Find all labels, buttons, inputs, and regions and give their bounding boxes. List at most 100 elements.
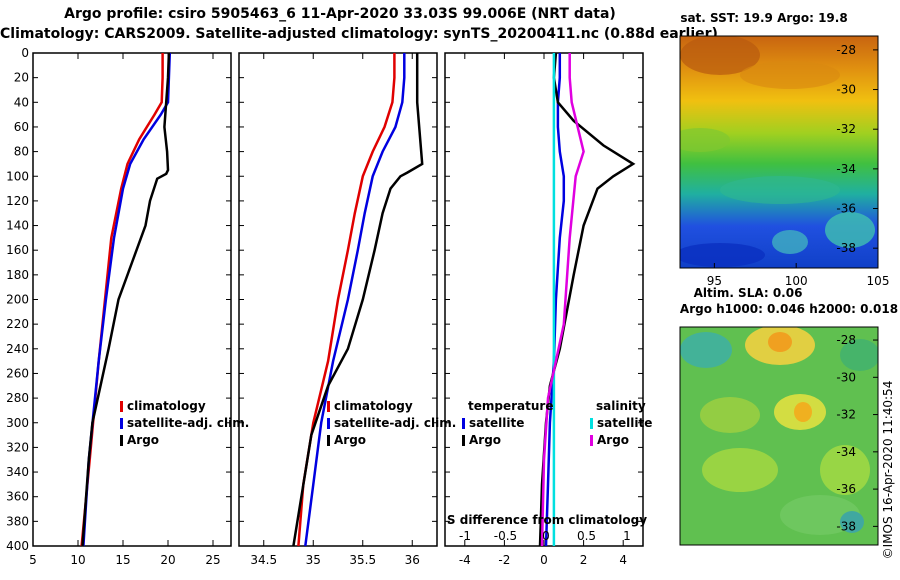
map-y-tick-label: -36 [836, 482, 856, 496]
map-x-tick-label: 105 [867, 274, 890, 288]
y-tick-label: 320 [6, 440, 29, 454]
y-tick-label: 0 [21, 46, 29, 60]
legend-title-salinity: salinity [596, 399, 646, 413]
map-y-tick-label: -28 [836, 43, 856, 57]
series-line-climatology [80, 53, 164, 547]
series-line-satellite-adj--clim- [304, 53, 406, 547]
legend-swatch [590, 418, 593, 429]
x-tick-label: 20 [160, 553, 175, 567]
x-tick-label: 35.5 [349, 553, 376, 567]
x-tick-label: 36 [405, 553, 420, 567]
map-y-tick-label: -34 [836, 445, 856, 459]
y-tick-label: 300 [6, 416, 29, 430]
legend-swatch [462, 435, 465, 446]
x-tick-label: 34.5 [250, 553, 277, 567]
secondary-tick-label: -1 [459, 529, 471, 543]
y-tick-label: 280 [6, 391, 29, 405]
legend-label: Argo [127, 433, 159, 447]
sst-map-axes: -28 -30 -32 -34 -36 -38 95 100 105 [707, 43, 890, 288]
legend-swatch [327, 401, 330, 412]
y-tick-label: 340 [6, 465, 29, 479]
secondary-axis-label: S difference from climatology [447, 513, 647, 527]
sla-map-axes: -28 -30 -32 -34 -36 -38 [836, 333, 878, 533]
x-tick-label: 0 [540, 553, 548, 567]
y-tick-label: 100 [6, 169, 29, 183]
series-line-argo [292, 53, 424, 547]
y-tick-label: 380 [6, 514, 29, 528]
y-tick-label: 60 [14, 120, 29, 134]
sla-map-frame [679, 326, 879, 546]
legend-label: Argo [469, 433, 501, 447]
x-tick-label: -2 [498, 553, 510, 567]
secondary-tick-label: 1 [623, 529, 631, 543]
y-tick-label: 220 [6, 317, 29, 331]
y-tick-label: 260 [6, 366, 29, 380]
x-tick-label: 5 [29, 553, 37, 567]
y-tick-label: 240 [6, 342, 29, 356]
x-tick-label: -4 [459, 553, 471, 567]
legend-swatch [120, 418, 123, 429]
legend-label: satellite [597, 416, 652, 430]
difference-panel: -4 -2 0 2 4 temperature salinity satellite Argo s… [444, 52, 652, 567]
map-y-tick-label: -32 [836, 122, 856, 136]
map-y-tick-label: -30 [836, 370, 856, 384]
y-tick-label: 140 [6, 219, 29, 233]
y-tick-label: 20 [14, 71, 29, 85]
y-tick-label: 120 [6, 194, 29, 208]
temperature-panel: 5 10 15 20 25 0 20 40 60 80 100 120 140 160 180 200 220 2… [6, 46, 249, 567]
y-tick-label: 400 [6, 539, 29, 553]
map-y-tick-label: -30 [836, 83, 856, 97]
legend-label: climatology [127, 399, 206, 413]
legend-swatch [120, 401, 123, 412]
y-tick-label: 180 [6, 268, 29, 282]
salinity-panel: 34.5 35 35.5 36 climatology satellite-adj. cl… [238, 52, 456, 567]
sla-map-title: Altim. SLA: 0.06 [694, 286, 803, 300]
y-tick-label: 200 [6, 293, 29, 307]
x-tick-label: 15 [115, 553, 130, 567]
sla-map-subtitle: Argo h1000: 0.046 h2000: 0.018 [680, 302, 898, 316]
series-line-argo [540, 53, 585, 547]
series-line-satellite-adj--clim- [82, 52, 172, 547]
x-tick-label: 10 [70, 553, 85, 567]
title-line-2: Climatology: CARS2009. Satellite-adjuste… [0, 26, 718, 42]
x-tick-label: 2 [580, 553, 588, 567]
map-y-tick-label: -34 [836, 162, 856, 176]
y-tick-label: 40 [14, 95, 29, 109]
secondary-tick-label: 0 [542, 529, 550, 543]
legend-swatch [590, 435, 593, 446]
sst-map-frame [679, 35, 879, 269]
legend-label: Argo [597, 433, 629, 447]
sst-map-image [680, 36, 878, 268]
legend-label: satellite [469, 416, 524, 430]
map-x-tick-label: 95 [707, 274, 722, 288]
map-y-tick-label: -38 [836, 241, 856, 255]
y-tick-label: 160 [6, 243, 29, 257]
legend-label: Argo [334, 433, 366, 447]
x-tick-label: 25 [205, 553, 220, 567]
secondary-tick-label: 0.5 [577, 529, 596, 543]
legend-swatch [327, 435, 330, 446]
panel-temp-frame [32, 52, 232, 547]
map-y-tick-label: -28 [836, 333, 856, 347]
map-x-tick-label: 100 [785, 274, 808, 288]
legend-label: satellite-adj. clim. [127, 416, 249, 430]
x-tick-label: 35 [306, 553, 321, 567]
legend-label: satellite-adj. clim. [334, 416, 456, 430]
sla-map-image [680, 327, 878, 545]
map-y-tick-label: -38 [836, 519, 856, 533]
legend-label: climatology [334, 399, 413, 413]
legend-swatch [462, 418, 465, 429]
map-y-tick-label: -32 [836, 408, 856, 422]
credit-text: ©IMOS 16-Apr-2020 11:40:54 [881, 381, 895, 560]
map-y-tick-label: -36 [836, 202, 856, 216]
legend-title-temperature: temperature [468, 399, 553, 413]
y-tick-label: 360 [6, 490, 29, 504]
series-line-argo [81, 52, 171, 547]
x-tick-label: 4 [619, 553, 627, 567]
title-line-1: Argo profile: csiro 5905463_6 11-Apr-202… [64, 6, 616, 22]
legend-swatch [120, 435, 123, 446]
y-tick-label: 80 [14, 145, 29, 159]
series-line-climatology [297, 53, 396, 547]
legend-swatch [327, 418, 330, 429]
